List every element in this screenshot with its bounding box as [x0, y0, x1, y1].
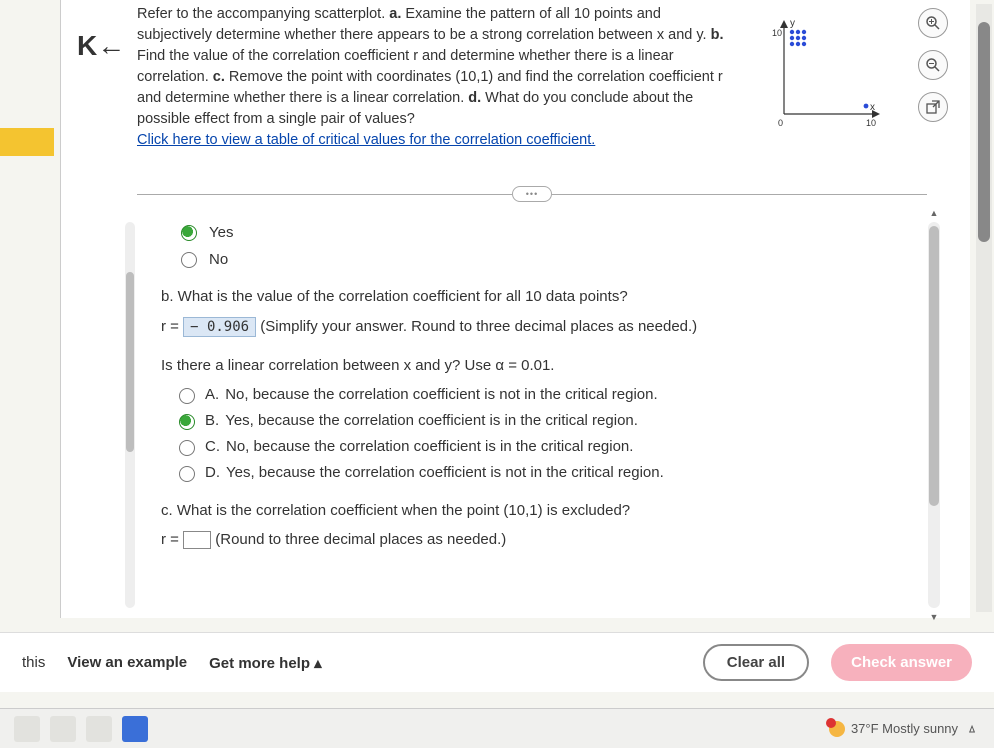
left-scrollbar[interactable]	[125, 222, 135, 608]
weather-icon	[829, 721, 845, 737]
radio-icon	[181, 252, 197, 268]
mc-text-a: No, because the correlation coefficient …	[225, 386, 657, 403]
scroll-thumb[interactable]	[929, 226, 939, 506]
radio-checked-icon	[181, 225, 197, 241]
get-help-link[interactable]: Get more help ▴	[209, 654, 322, 672]
r-equals-label: r =	[161, 318, 183, 335]
answer-area: Yes No b. What is the value of the corre…	[161, 224, 931, 604]
option-no[interactable]: No	[161, 251, 931, 268]
ellipsis-pill[interactable]: •••	[512, 186, 552, 202]
part-c-answer-row: r = (Round to three decimal places as ne…	[161, 531, 931, 549]
clear-all-button[interactable]: Clear all	[703, 644, 809, 681]
radio-checked-icon	[179, 414, 195, 430]
radio-icon	[179, 466, 195, 482]
part-a-label: a.	[389, 6, 401, 22]
part-d-label: d.	[468, 90, 481, 106]
section-divider: •••	[137, 184, 927, 204]
content-scrollbar[interactable]: ▲ ▼	[928, 222, 940, 608]
option-yes-label: Yes	[209, 224, 233, 241]
x-axis-label: x	[870, 102, 875, 113]
mc-letter-a: A.	[205, 386, 219, 403]
footer-bar: this View an example Get more help ▴ Cle…	[0, 632, 994, 692]
mc-letter-c: C.	[205, 438, 220, 455]
weather-text: 37°F Mostly sunny	[851, 721, 958, 736]
part-c-label: c.	[213, 69, 225, 85]
taskbar: 37°F Mostly sunny ㅿ	[0, 708, 994, 748]
mc-letter-d: D.	[205, 464, 220, 481]
part-b-hint: (Simplify your answer. Round to three de…	[260, 318, 697, 335]
linear-correlation-question: Is there a linear correlation between x …	[161, 357, 931, 374]
taskbar-app-icon[interactable]	[122, 716, 148, 742]
weather-widget[interactable]: 37°F Mostly sunny	[829, 721, 958, 737]
scatterplot-thumbnail: y x 10 0 10	[766, 14, 886, 134]
mc-text-b: Yes, because the correlation coefficient…	[225, 412, 638, 429]
page-scroll-thumb[interactable]	[978, 22, 990, 242]
scroll-down-icon[interactable]: ▼	[928, 612, 940, 622]
mc-option-c[interactable]: C. No, because the correlation coefficien…	[179, 438, 931, 456]
mc-option-d[interactable]: D. Yes, because the correlation coefficie…	[179, 464, 931, 482]
mc-letter-b: B.	[205, 412, 219, 429]
part-c-question: c. What is the correlation coefficient w…	[161, 502, 931, 519]
mc-text-c: No, because the correlation coefficient …	[226, 438, 633, 455]
question-panel: K← Refer to the accompanying scatterplot…	[60, 0, 970, 618]
r-value-input[interactable]: − 0.906	[183, 317, 256, 337]
taskbar-app-icon[interactable]	[86, 716, 112, 742]
page-scrollbar[interactable]	[976, 4, 992, 612]
question-text: Refer to the accompanying scatterplot. a…	[137, 4, 727, 151]
tray-chevron-icon[interactable]: ㅿ	[966, 719, 978, 738]
view-example-link[interactable]: View an example	[67, 654, 187, 671]
y-axis-label: y	[790, 18, 795, 29]
mc-text-d: Yes, because the correlation coefficient…	[226, 464, 664, 481]
footer-this[interactable]: this	[22, 654, 45, 671]
intro-text: Refer to the accompanying scatterplot.	[137, 6, 385, 22]
option-yes[interactable]: Yes	[161, 224, 931, 241]
taskbar-app-icon[interactable]	[14, 716, 40, 742]
svg-text:10: 10	[772, 28, 782, 38]
chart-controls	[918, 8, 948, 122]
r-equals-label-c: r =	[161, 531, 183, 548]
radio-icon	[179, 388, 195, 404]
part-b-answer-row: r = − 0.906 (Simplify your answer. Round…	[161, 317, 931, 337]
critical-values-link[interactable]: Click here to view a table of critical v…	[137, 132, 595, 148]
check-answer-button[interactable]: Check answer	[831, 644, 972, 681]
zoom-in-icon[interactable]	[918, 8, 948, 38]
mc-option-a[interactable]: A. No, because the correlation coefficien…	[179, 386, 931, 404]
taskbar-app-icon[interactable]	[50, 716, 76, 742]
part-c-hint: (Round to three decimal places as needed…	[215, 531, 506, 548]
mc-option-b[interactable]: B. Yes, because the correlation coefficie…	[179, 412, 931, 430]
back-arrow-icon[interactable]: K←	[77, 30, 125, 62]
part-b-question: b. What is the value of the correlation …	[161, 288, 931, 305]
radio-icon	[179, 440, 195, 456]
svg-text:10: 10	[866, 118, 876, 128]
zoom-out-icon[interactable]	[918, 50, 948, 80]
part-b-label: b.	[711, 27, 724, 43]
r-value-input-c[interactable]	[183, 531, 211, 549]
scroll-up-icon[interactable]: ▲	[928, 208, 940, 218]
left-highlight-tab	[0, 128, 54, 156]
option-no-label: No	[209, 251, 228, 268]
popout-icon[interactable]	[918, 92, 948, 122]
svg-text:0: 0	[778, 118, 783, 128]
